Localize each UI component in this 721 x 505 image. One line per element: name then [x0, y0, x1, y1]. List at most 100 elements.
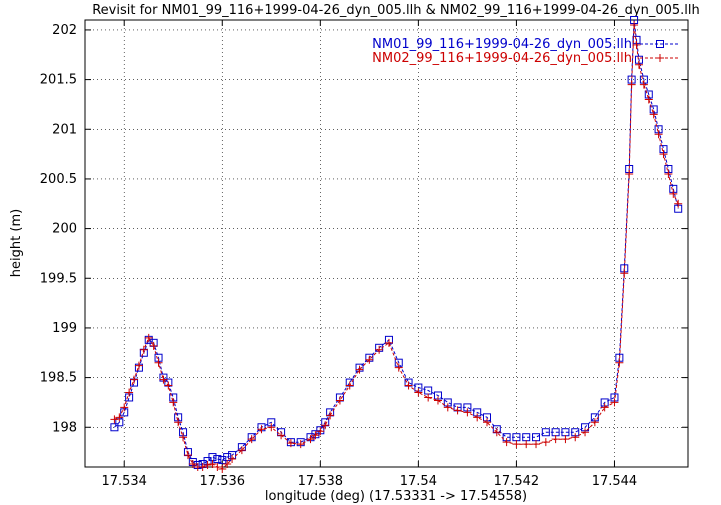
plot-frame: [84, 19, 689, 468]
data-point: [237, 446, 246, 455]
data-point: [571, 433, 580, 442]
data-point: [659, 150, 668, 159]
data-point: [228, 455, 237, 464]
x-tick-label: 17.538: [298, 474, 344, 489]
y-axis-label: height (m): [9, 209, 24, 277]
data-point: [257, 425, 266, 434]
data-point: [110, 415, 119, 424]
data-point: [154, 358, 163, 367]
data-point: [404, 381, 413, 390]
y-tick-label: 198.5: [40, 371, 77, 386]
data-point: [218, 464, 227, 473]
data-point: [512, 440, 521, 449]
legend-label: NM01_99_116+1999-04-26_dyn_005.llh: [372, 37, 632, 52]
data-point: [321, 421, 330, 430]
data-point: [644, 95, 653, 104]
y-tick-label: 198: [52, 420, 77, 435]
data-point: [247, 435, 256, 444]
data-point: [218, 456, 227, 465]
data-point: [674, 199, 683, 208]
y-tick-label: 200: [52, 222, 77, 237]
data-point: [208, 460, 217, 469]
data-point: [203, 461, 212, 470]
data-point: [149, 341, 158, 350]
data-point: [669, 189, 678, 198]
data-point: [424, 393, 433, 402]
data-point: [267, 423, 276, 432]
x-tick-label: 17.534: [101, 474, 147, 489]
data-point: [345, 381, 354, 390]
data-point: [615, 358, 624, 367]
y-tick-label: 201.5: [40, 73, 77, 88]
data-point: [159, 375, 168, 384]
data-point: [110, 423, 119, 432]
x-tick-label: 17.544: [592, 474, 638, 489]
data-point: [639, 80, 648, 89]
data-point: [630, 20, 639, 29]
y-tick-label: 200.5: [40, 172, 77, 187]
data-point: [627, 80, 636, 89]
data-point: [541, 438, 550, 447]
data-point: [188, 460, 197, 469]
data-point: [522, 440, 531, 449]
data-point: [213, 463, 222, 471]
data-point: [277, 431, 286, 440]
data-point: [414, 388, 423, 397]
data-point: [355, 365, 364, 374]
data-point: [473, 413, 482, 422]
data-point: [610, 398, 619, 407]
data-point: [223, 460, 232, 469]
data-point: [335, 396, 344, 405]
data-point: [316, 427, 325, 436]
data-point: [125, 388, 134, 397]
legend: NM01_99_116+1999-04-26_dyn_005.llhNM02_9…: [372, 37, 680, 66]
chart-title: Revisit for NM01_99_116+1999-04-26_dyn_0…: [92, 3, 700, 18]
legend-marker: [656, 54, 664, 62]
data-point: [502, 438, 511, 447]
data-point: [492, 428, 501, 437]
data-point: [179, 433, 188, 442]
data-point: [365, 355, 374, 364]
x-axis-label: longitude (deg) (17.53331 -> 17.54558): [265, 489, 527, 504]
x-tick-label: 17.542: [494, 474, 540, 489]
data-point: [551, 435, 560, 444]
data-point: [130, 375, 139, 384]
y-tick-label: 201: [52, 122, 77, 137]
data-point: [384, 338, 393, 347]
data-point: [463, 408, 472, 417]
data-point: [654, 130, 663, 139]
data-point: [453, 406, 462, 415]
y-tick-label: 202: [52, 23, 77, 38]
data-point: [144, 333, 153, 342]
legend-label: NM02_99_116+1999-04-26_dyn_005.llh: [372, 51, 632, 66]
data-point: [532, 440, 541, 449]
data-point: [590, 418, 599, 427]
data-point: [296, 440, 305, 449]
data-point: [625, 169, 634, 178]
data-point: [134, 361, 143, 370]
data-point: [326, 411, 335, 420]
data-point: [394, 363, 403, 372]
data-point: [115, 413, 124, 422]
series-line: [114, 24, 679, 470]
data-point: [164, 381, 173, 390]
data-point: [286, 439, 295, 448]
data-point: [483, 418, 491, 427]
data-point: [581, 428, 590, 437]
y-tick-label: 199.5: [40, 271, 77, 286]
data-point: [375, 345, 384, 354]
data-point: [311, 431, 320, 440]
data-point: [620, 269, 629, 278]
y-axis-ticks: 198 198.5 199 199.5 200 200.5 201 201.5 202: [40, 23, 688, 435]
data-point: [169, 398, 178, 407]
data-point: [120, 403, 129, 412]
data-point: [213, 455, 222, 464]
x-axis-ticks: 17.534 17.536 17.538 17.54 17.542 17.544: [101, 20, 637, 489]
data-point: [561, 435, 570, 444]
series-layer: [110, 16, 683, 473]
data-point: [433, 396, 442, 405]
grid-lines: [85, 20, 688, 467]
data-point: [664, 169, 673, 178]
series-1: [110, 16, 683, 470]
